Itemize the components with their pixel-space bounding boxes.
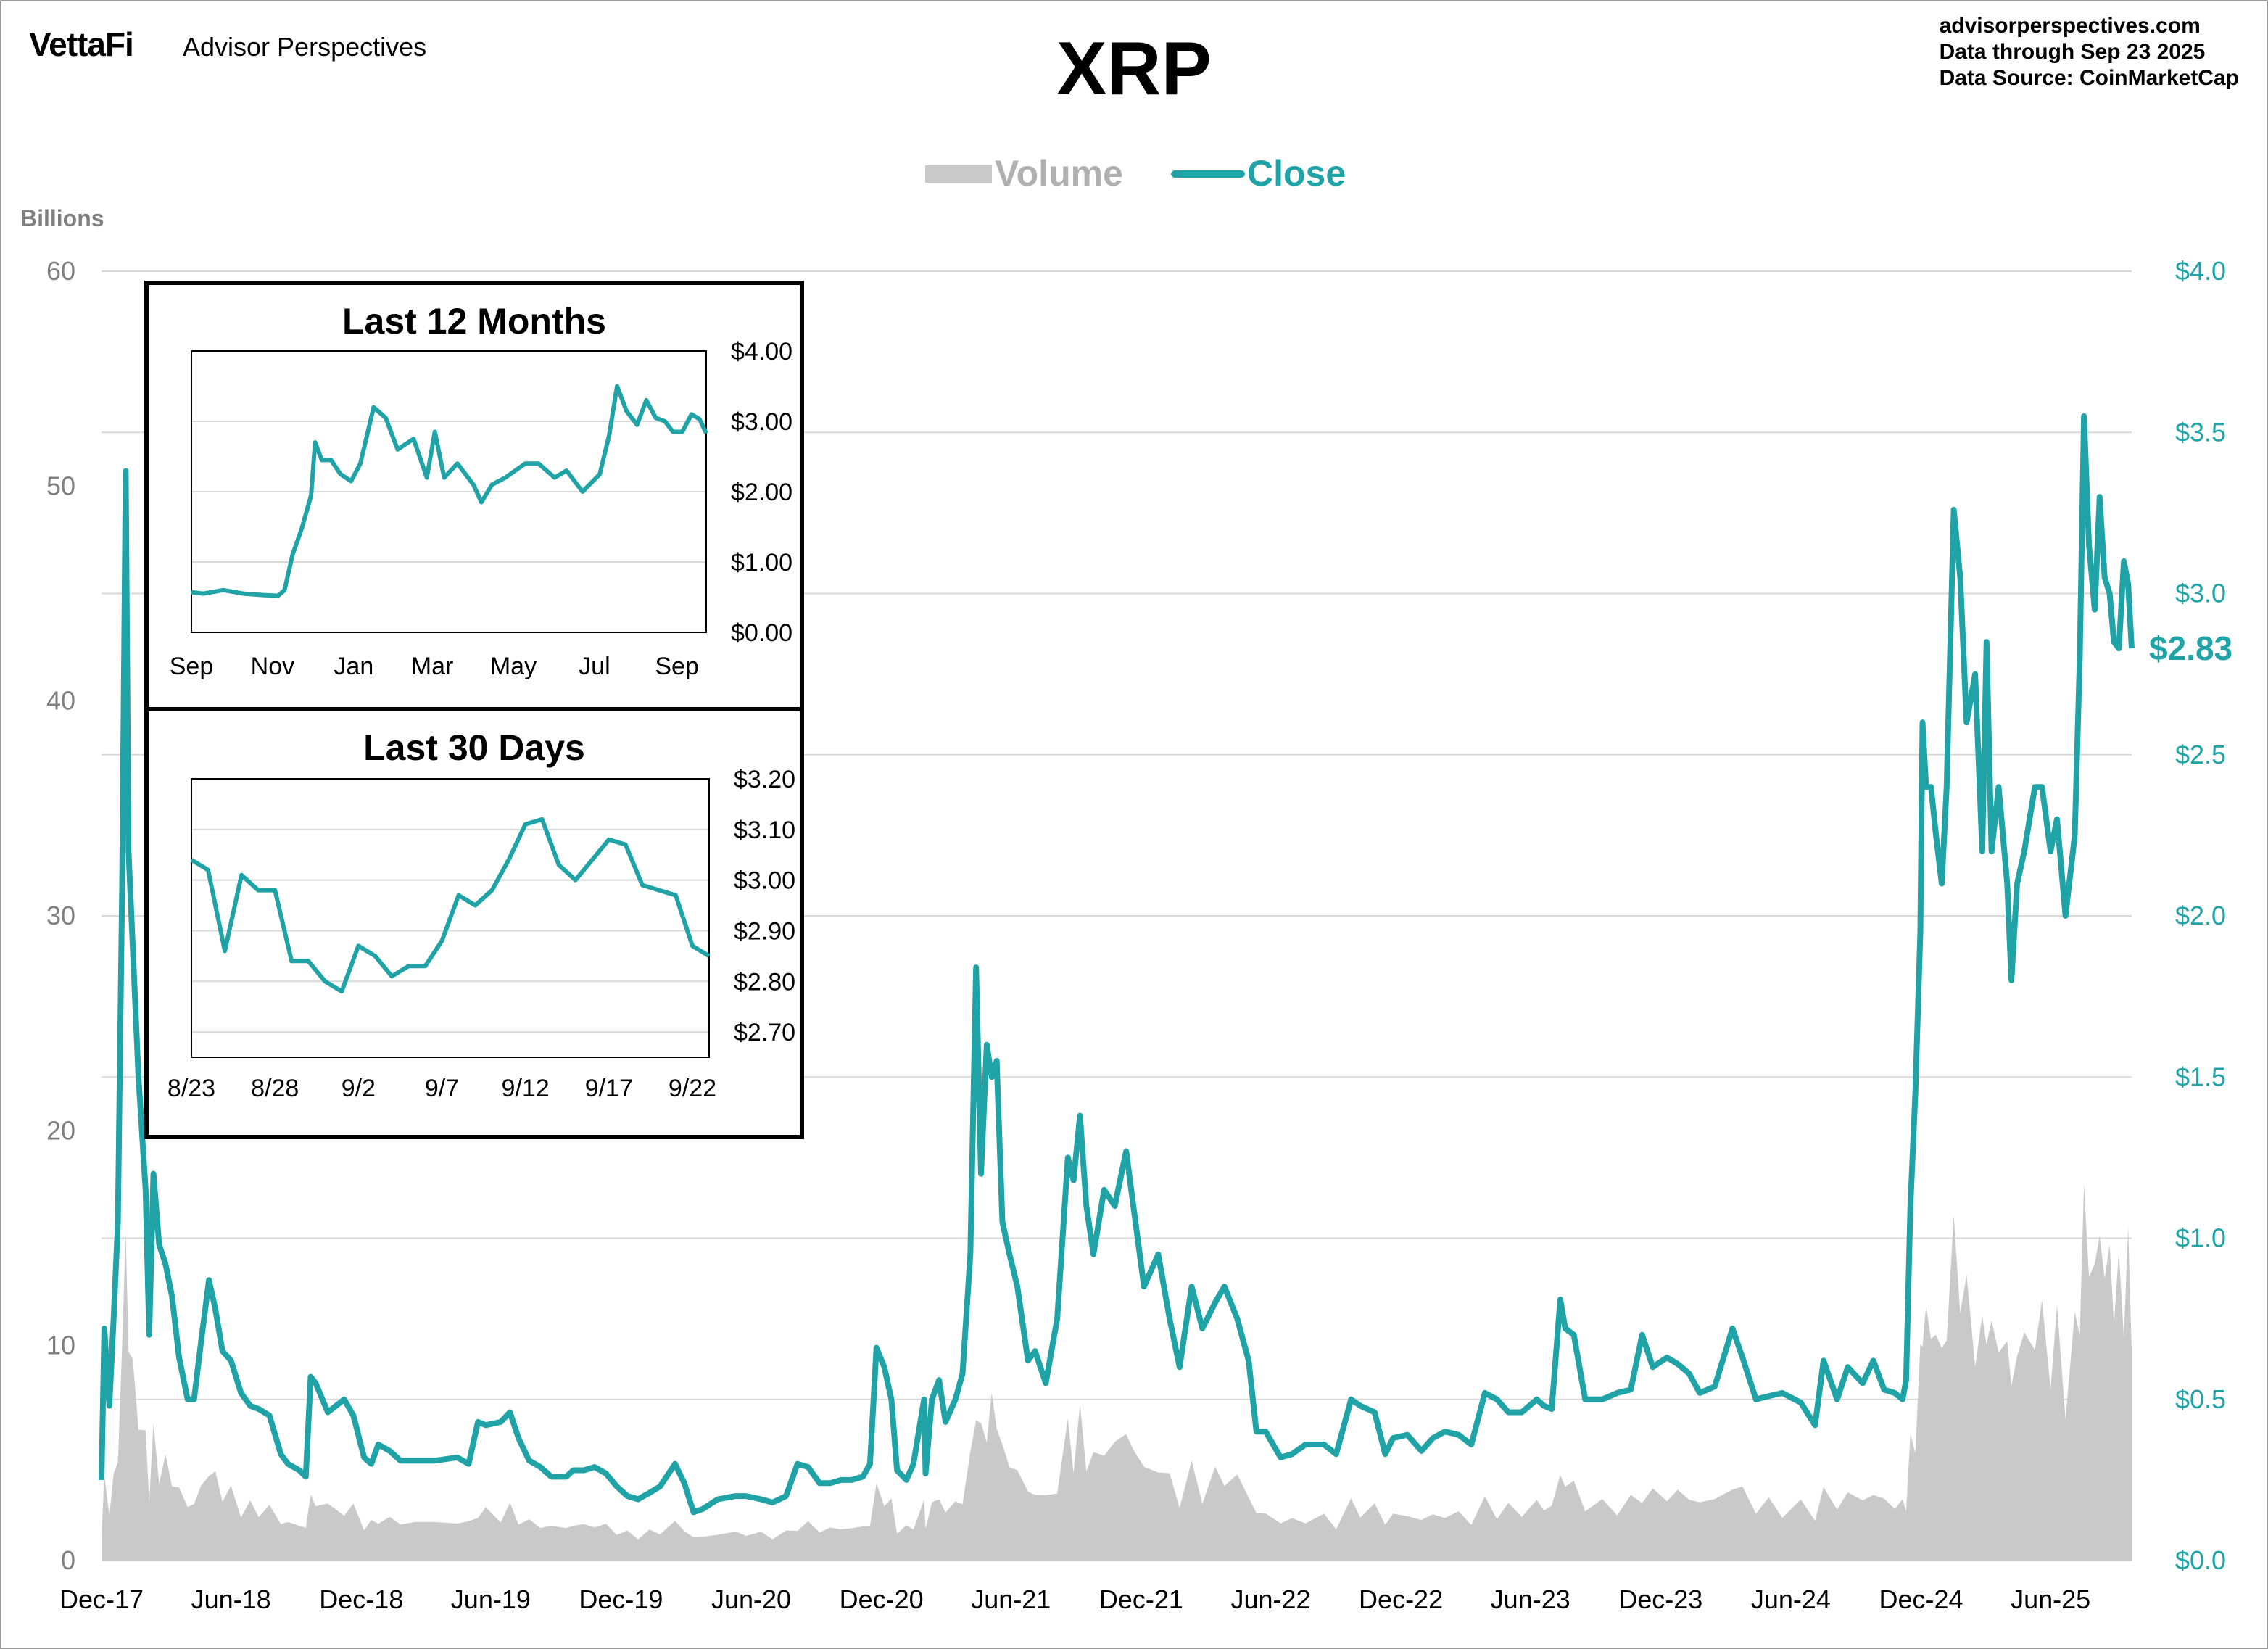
- inset-30d-x-tick: 8/23: [167, 1075, 215, 1102]
- inset-30d-line: [190, 817, 711, 994]
- right-axis-tick: $0.5: [2175, 1384, 2226, 1414]
- source-line-date: Data through Sep 23 2025: [1939, 40, 2206, 64]
- x-axis-tick: Jun-24: [1751, 1584, 1831, 1614]
- source-line-provider: Data Source: CoinMarketCap: [1939, 66, 2239, 90]
- last-value-label: $2.83: [2149, 629, 2232, 667]
- inset-12m-x-tick: Jul: [579, 653, 610, 680]
- x-axis-tick: Jun-20: [711, 1584, 791, 1614]
- inset-12m-x-tick: May: [490, 653, 537, 680]
- inset-30d-y-tick: $3.00: [734, 867, 795, 895]
- inset-12m-y-tick: $2.00: [731, 479, 792, 506]
- inset-30d-x-tick: 9/2: [342, 1075, 376, 1102]
- inset-30d-y-tick: $2.90: [734, 917, 795, 945]
- x-axis-tick: Dec-23: [1618, 1584, 1702, 1614]
- inset-12m-x-tick: Nov: [251, 653, 294, 680]
- x-axis-tick: Dec-24: [1879, 1584, 1963, 1614]
- left-axis-tick: 10: [46, 1331, 75, 1360]
- x-axis-tick: Dec-17: [59, 1584, 144, 1614]
- x-axis-tick: Dec-21: [1099, 1584, 1183, 1614]
- inset-30d-x-tick: 9/17: [585, 1075, 633, 1102]
- left-axis-tick: 40: [46, 686, 75, 716]
- inset-12m-frame: [144, 281, 804, 711]
- inset-12m-x-tick: Sep: [655, 653, 699, 680]
- inset-30d-y-tick: $3.10: [734, 817, 795, 844]
- inset-30d-plot-border: [191, 778, 710, 1058]
- x-axis-tick: Jun-25: [2011, 1584, 2090, 1614]
- right-axis-tick: $2.5: [2175, 740, 2226, 769]
- page-title: XRP: [1056, 27, 1212, 111]
- x-axis-tick: Jun-19: [451, 1584, 531, 1614]
- inset-30d-y-tick: $2.80: [734, 968, 795, 996]
- inset-12m-x-tick: Mar: [411, 653, 454, 680]
- inset-12m-line: [191, 384, 708, 598]
- inset-12m-plot-border: [191, 350, 707, 633]
- right-axis-tick: $1.5: [2175, 1062, 2226, 1091]
- right-axis-tick: $3.0: [2175, 579, 2226, 608]
- right-axis-tick: $0.0: [2175, 1545, 2226, 1575]
- right-axis-tick: $4.0: [2175, 256, 2226, 286]
- inset-12m-y-tick: $4.00: [731, 338, 792, 365]
- volume-area: [102, 1184, 2132, 1561]
- inset-30d-x-tick: 9/7: [425, 1075, 459, 1102]
- left-axis-label: Billions: [20, 205, 104, 231]
- right-axis-tick: $2.0: [2175, 901, 2226, 930]
- right-axis-tick: $3.5: [2175, 417, 2226, 447]
- left-axis-tick: 60: [46, 256, 75, 286]
- inset-30d-x-tick: 9/22: [669, 1075, 716, 1102]
- x-axis-tick: Dec-20: [840, 1584, 924, 1614]
- inset-30d-x-tick: 8/28: [251, 1075, 299, 1102]
- x-axis-tick: Jun-18: [191, 1584, 271, 1614]
- brand-subtitle: Advisor Perspectives: [183, 32, 427, 62]
- x-axis-tick: Jun-22: [1230, 1584, 1310, 1614]
- inset-12m-x-tick: Sep: [170, 653, 214, 680]
- inset-12m-y-tick: $0.00: [731, 619, 792, 647]
- inset-30d-title: Last 30 Days: [363, 727, 585, 768]
- legend-volume-swatch: [925, 165, 992, 183]
- x-axis-tick: Dec-18: [319, 1584, 403, 1614]
- legend-close-label: Close: [1247, 153, 1346, 194]
- close-line: [99, 413, 2135, 1516]
- x-axis-tick: Jun-21: [971, 1584, 1051, 1614]
- inset-12m-y-tick: $3.00: [731, 408, 792, 436]
- left-axis-tick: 30: [46, 901, 75, 930]
- inset-12m-x-tick: Jan: [334, 653, 373, 680]
- inset-30d-x-tick: 9/12: [502, 1075, 550, 1102]
- left-axis-tick: 0: [61, 1545, 75, 1575]
- x-axis-tick: Dec-22: [1359, 1584, 1443, 1614]
- source-block: advisorperspectives.com Data through Sep…: [1940, 13, 2239, 91]
- inset-12m-title: Last 12 Months: [342, 301, 606, 342]
- vettafi-logo: VettaFi: [29, 25, 134, 63]
- left-axis-tick: 50: [46, 471, 75, 500]
- x-axis-tick: Dec-19: [579, 1584, 663, 1614]
- inset-30d-y-tick: $3.20: [734, 766, 795, 793]
- source-line-site: advisorperspectives.com: [1939, 14, 2201, 38]
- left-axis-tick: 20: [46, 1115, 75, 1145]
- inset-30d-frame: [144, 707, 804, 1139]
- legend-volume-label: Volume: [995, 153, 1123, 194]
- x-axis-tick: Jun-23: [1491, 1584, 1570, 1614]
- inset-12m-y-tick: $1.00: [731, 549, 792, 576]
- inset-30d-y-tick: $2.70: [734, 1019, 795, 1046]
- right-axis-tick: $1.0: [2175, 1223, 2226, 1253]
